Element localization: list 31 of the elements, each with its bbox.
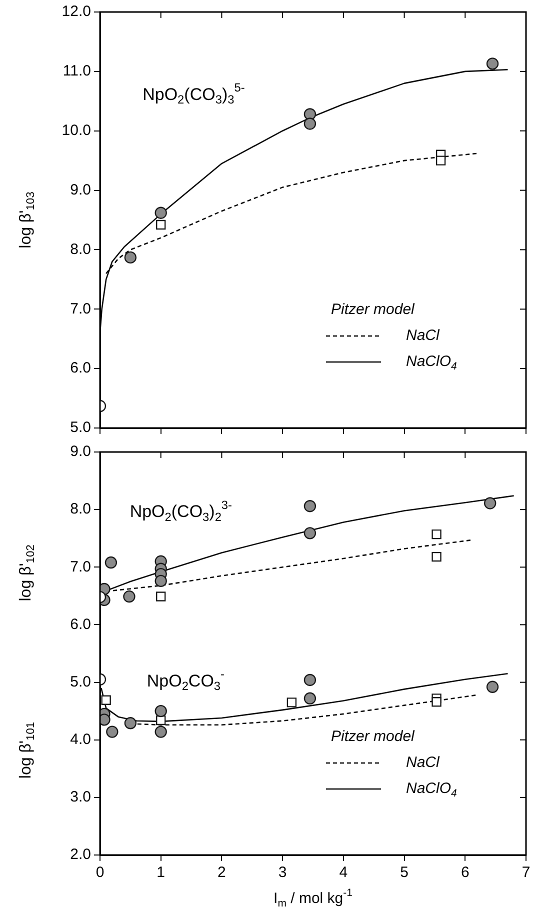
y-tick-label: 6.0 bbox=[70, 616, 91, 633]
x-tick-label: 6 bbox=[460, 864, 470, 882]
y-tick-label: 9.0 bbox=[70, 443, 91, 460]
y-tick-label: 10.0 bbox=[62, 122, 91, 139]
y-tick-label: 2.0 bbox=[70, 846, 91, 864]
y-tick-label: 6.0 bbox=[70, 360, 91, 377]
y-axis-title: log β'102 bbox=[17, 544, 37, 602]
legend-label: NaCl bbox=[406, 327, 440, 344]
y-tick-label: 8.0 bbox=[70, 500, 91, 518]
y-tick-label: 5.0 bbox=[70, 419, 91, 436]
y-tick-label: 4.0 bbox=[70, 731, 91, 748]
text: log β'101 bbox=[17, 722, 37, 779]
x-tick-label: 0 bbox=[96, 864, 104, 882]
x-tick-label: 1 bbox=[156, 864, 166, 882]
x-tick-label: 5 bbox=[400, 864, 408, 882]
y-tick-label: 5.0 bbox=[70, 673, 91, 690]
legend-label: NaCl bbox=[406, 754, 440, 772]
x-tick-label: 7 bbox=[522, 864, 530, 882]
y-axis-title: log β'103 bbox=[17, 192, 37, 248]
x-tick-label: 4 bbox=[339, 864, 348, 882]
x-tick-label: 3 bbox=[278, 864, 287, 882]
y-tick-label: 3.0 bbox=[70, 788, 91, 806]
y-tick-label: 7.0 bbox=[70, 558, 91, 576]
x-tick-label: 2 bbox=[218, 864, 226, 882]
y-tick-label: 11.0 bbox=[62, 62, 91, 80]
y-tick-label: 7.0 bbox=[70, 300, 91, 318]
y-tick-label: 8.0 bbox=[70, 240, 91, 258]
y-tick-label: 9.0 bbox=[70, 181, 91, 198]
y-tick-label: 12.0 bbox=[62, 3, 91, 20]
legend-title: Pitzer model bbox=[331, 301, 416, 318]
legend-title: Pitzer model bbox=[331, 728, 416, 746]
